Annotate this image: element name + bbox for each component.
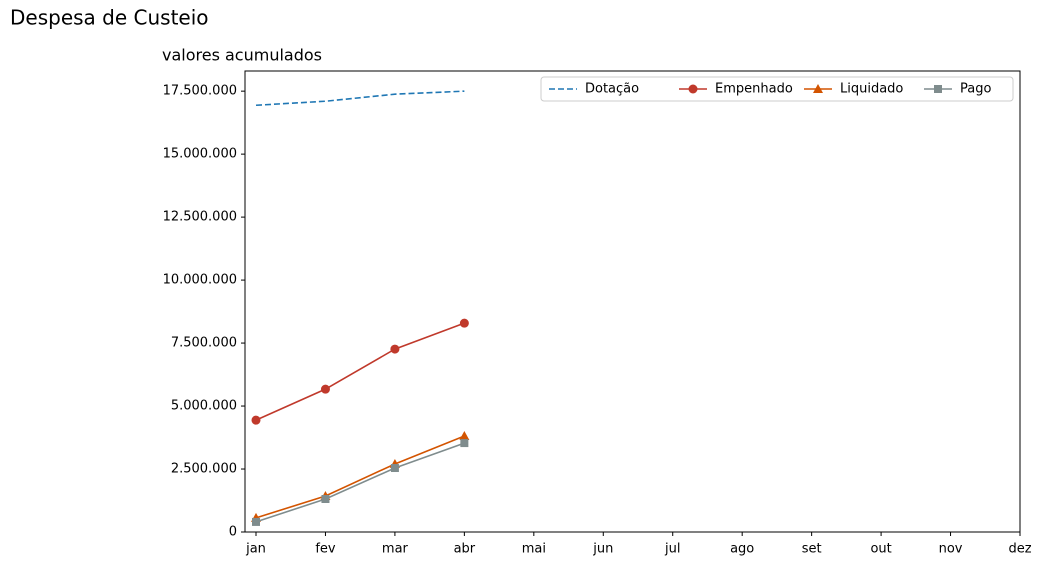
marker (459, 318, 469, 328)
chart-title: Despesa de Custeio (10, 6, 209, 30)
series-line (255, 90, 465, 107)
legend-label: Pago (960, 82, 991, 97)
y-tick-label: 7.500.000 (171, 336, 237, 351)
marker (251, 415, 261, 425)
x-tick-label: ago (730, 542, 754, 557)
marker (460, 439, 469, 448)
series-line (255, 442, 465, 523)
series-line (255, 435, 465, 519)
y-tick-label: 5.000.000 (171, 399, 237, 414)
y-tick-label: 12.500.000 (163, 210, 237, 225)
legend-label: Dotação (585, 82, 639, 97)
series-line (255, 322, 465, 421)
marker (459, 431, 470, 441)
legend-label: Empenhado (715, 82, 793, 97)
marker (320, 384, 330, 394)
x-tick-label: abr (454, 542, 476, 557)
y-tick-label: 2.500.000 (171, 462, 237, 477)
x-tick-label: nov (939, 542, 963, 557)
marker (390, 464, 399, 473)
x-tick-label: mar (382, 542, 409, 557)
marker (934, 85, 942, 93)
x-tick-label: jul (664, 542, 680, 557)
x-tick-label: mai (522, 542, 546, 557)
x-tick-label: jan (245, 542, 266, 557)
marker (688, 84, 698, 94)
x-tick-label: set (802, 542, 822, 557)
marker (813, 84, 823, 93)
y-tick-label: 0 (229, 525, 237, 540)
x-tick-label: dez (1008, 542, 1031, 557)
y-tick-label: 10.000.000 (163, 273, 237, 288)
marker (252, 517, 260, 526)
axes-frame (244, 70, 1021, 533)
y-tick-label: 15.000.000 (163, 147, 237, 162)
y-tick-label: 17.500.000 (163, 84, 237, 99)
x-tick-label: out (870, 542, 891, 557)
chart-subtitle: valores acumulados (162, 46, 322, 65)
legend-label: Liquidado (840, 82, 903, 97)
x-tick-label: jun (592, 542, 613, 557)
x-tick-label: fev (315, 542, 336, 557)
legend-box (540, 76, 1014, 102)
marker (390, 344, 400, 354)
marker (321, 494, 330, 503)
